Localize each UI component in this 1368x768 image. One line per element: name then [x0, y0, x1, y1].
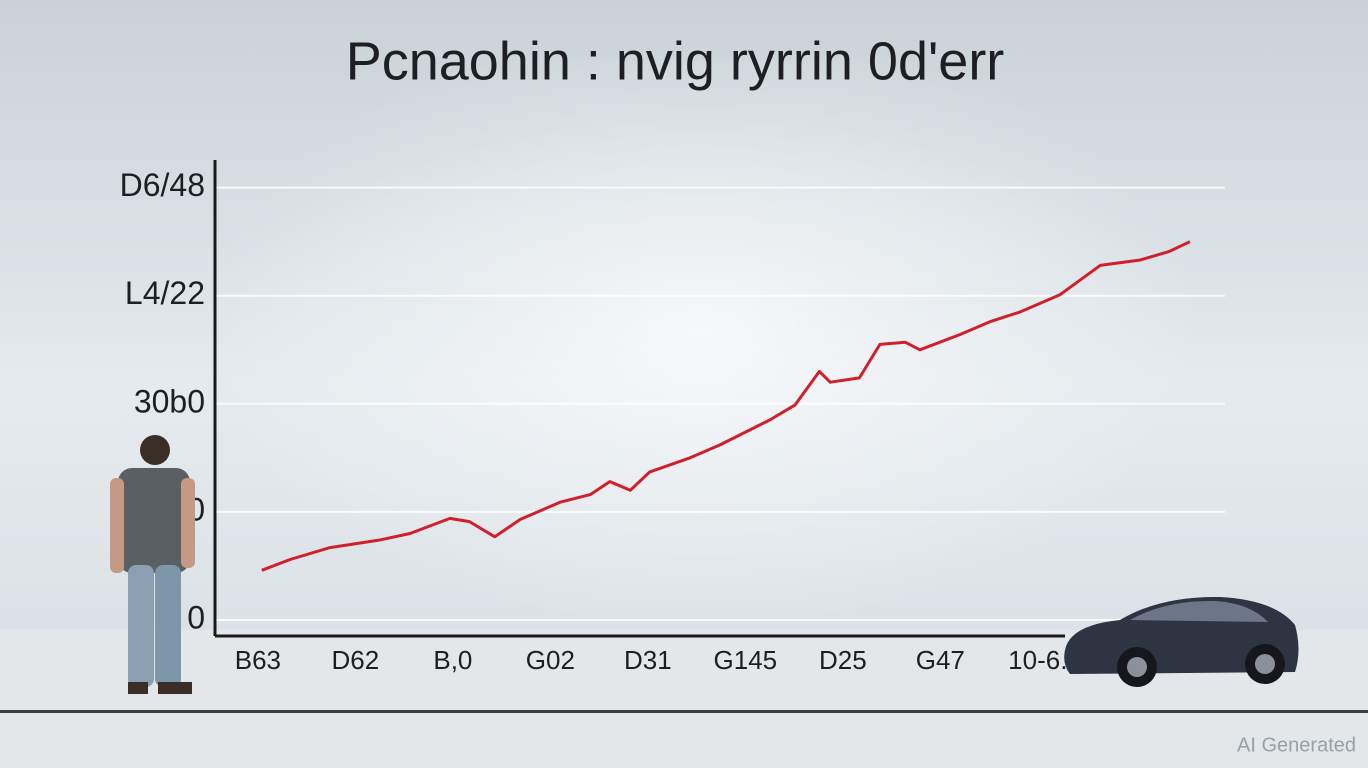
y-tick-label: D6/48 — [120, 167, 205, 203]
chart-title: Pcnaohin : nvig ryrrin 0d'err — [346, 31, 1005, 91]
floor-edge — [0, 710, 1368, 713]
person — [110, 435, 195, 694]
x-tick-label: D62 — [332, 645, 380, 675]
x-tick-label: G47 — [916, 645, 965, 675]
x-tick-label: G02 — [526, 645, 575, 675]
y-tick-label: 0 — [187, 599, 205, 635]
x-tick-label: D31 — [624, 645, 672, 675]
x-tick-label: 10-6. — [1008, 645, 1067, 675]
car — [1064, 596, 1299, 687]
x-tick-label: D25 — [819, 645, 867, 675]
y-tick-label: L4/22 — [125, 275, 205, 311]
x-tick-label: B,0 — [433, 645, 472, 675]
x-tick-label: G145 — [714, 645, 778, 675]
x-tick-label: B63 — [235, 645, 281, 675]
y-tick-label: 30b0 — [134, 383, 205, 419]
watermark: AI Generated — [1237, 734, 1356, 756]
data-line — [261, 240, 1191, 572]
glow — [200, 60, 1200, 660]
